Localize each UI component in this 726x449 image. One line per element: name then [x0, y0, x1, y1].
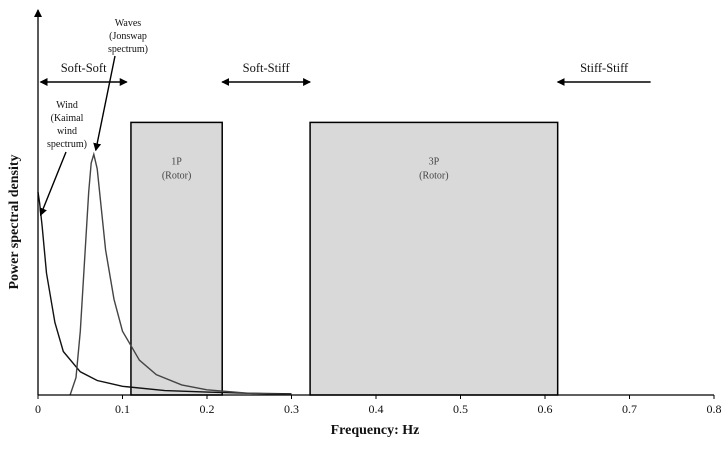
band-3p: [309, 121, 559, 396]
x-tick-label: 0.7: [622, 402, 637, 416]
waves-label-line: (Jonswap: [109, 31, 147, 42]
x-tick-label: 0.3: [284, 402, 299, 416]
band-sublabel-3p: (Rotor): [419, 170, 448, 181]
wind-label-line: wind: [57, 126, 77, 137]
region-label-stiff-stiff: Stiff-Stiff: [580, 61, 629, 75]
waves-label-line: spectrum): [108, 44, 148, 55]
x-tick-label: 0: [35, 402, 41, 416]
region-label-soft-soft: Soft-Soft: [61, 61, 107, 75]
series-line-1: [69, 151, 292, 396]
region-label-soft-stiff: Soft-Stiff: [243, 61, 291, 75]
band-sublabel-1p: (Rotor): [162, 170, 191, 181]
x-tick-label: 0.5: [453, 402, 468, 416]
x-axis-title: Frequency: Hz: [331, 423, 420, 438]
waves-label-line: Waves: [115, 18, 142, 29]
wind-label-line: (Kaimal: [51, 113, 84, 124]
waves-pointer-arrow: [93, 55, 116, 152]
x-tick-label: 0.6: [538, 402, 553, 416]
band-1p: [130, 121, 223, 396]
x-tick-label: 0.1: [115, 402, 130, 416]
y-axis-title: Power spectral density: [7, 154, 22, 289]
x-tick-label: 0.8: [707, 402, 722, 416]
axes: 0 0.1 0.2 0.3 0.4 0.5 0.6 0.7 0.8: [34, 9, 722, 416]
wind-label-line: Wind: [56, 100, 78, 111]
wind-label-line: spectrum): [47, 139, 87, 150]
x-tick-label: 0.2: [200, 402, 215, 416]
band-label-1p: 1P: [171, 156, 182, 167]
band-label-3p: 3P: [429, 156, 440, 167]
wind-pointer-arrow: [39, 151, 67, 217]
x-tick-label: 0.4: [369, 402, 384, 416]
annotations: Soft-Soft Soft-Stiff Stiff-Stiff Wind (Kaima…: [39, 18, 651, 217]
series-line-0: [37, 191, 292, 395]
spectrum-curves: [37, 151, 292, 396]
frequency-bands: 1P (Rotor) 3P (Rotor): [130, 121, 559, 396]
